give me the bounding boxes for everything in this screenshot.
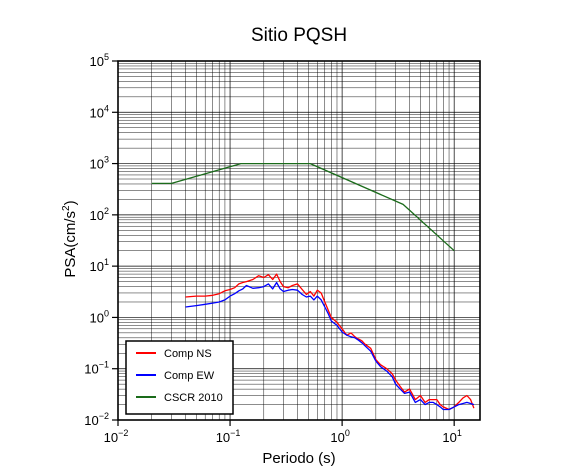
y-tick-label: 102 (90, 206, 109, 223)
x-tick-label: 10−2 (104, 428, 129, 445)
y-tick-label: 104 (90, 103, 109, 120)
y-axis-label: PSA(cm/s2) (61, 200, 79, 277)
y-tick-label: 100 (90, 308, 109, 325)
series-lines (151, 162, 475, 411)
x-tick-label: 10−1 (216, 428, 241, 445)
y-tick-label: 101 (90, 257, 109, 274)
y-tick-label: 10−1 (84, 360, 109, 377)
y-tick-label: 103 (90, 155, 109, 172)
legend-label: CSCR 2010 (164, 392, 223, 404)
x-tick-labels: 10−2 10−1 100 101 (104, 428, 462, 445)
legend-box (125, 340, 234, 415)
plot-area-frame (112, 60, 481, 426)
legend: Comp NS Comp EW CSCR 2010 (125, 340, 234, 415)
x-tick-label: 100 (330, 428, 349, 445)
series-line-cscr-2010 (151, 162, 455, 252)
x-axis-label: Periodo (s) (262, 450, 335, 467)
y-tick-label: 105 (90, 52, 109, 69)
y-axis-label-superscript: 2 (61, 205, 72, 211)
y-axis-label-prefix: PSA(cm/s (62, 211, 79, 278)
legend-label: Comp NS (164, 348, 212, 360)
series-line-comp-ns (185, 273, 475, 411)
y-axis-label-suffix: ) (62, 200, 79, 205)
y-tick-labels: 10−2 10−1 100 101 102 103 104 105 (84, 52, 109, 428)
chart-title: Sitio PQSH (251, 25, 347, 46)
grid (117, 61, 480, 421)
series-line-comp-ew (185, 281, 475, 411)
x-tick-label: 101 (442, 428, 461, 445)
y-tick-label: 10−2 (84, 411, 109, 428)
plot-frame (117, 60, 481, 421)
legend-label: Comp EW (164, 370, 215, 382)
